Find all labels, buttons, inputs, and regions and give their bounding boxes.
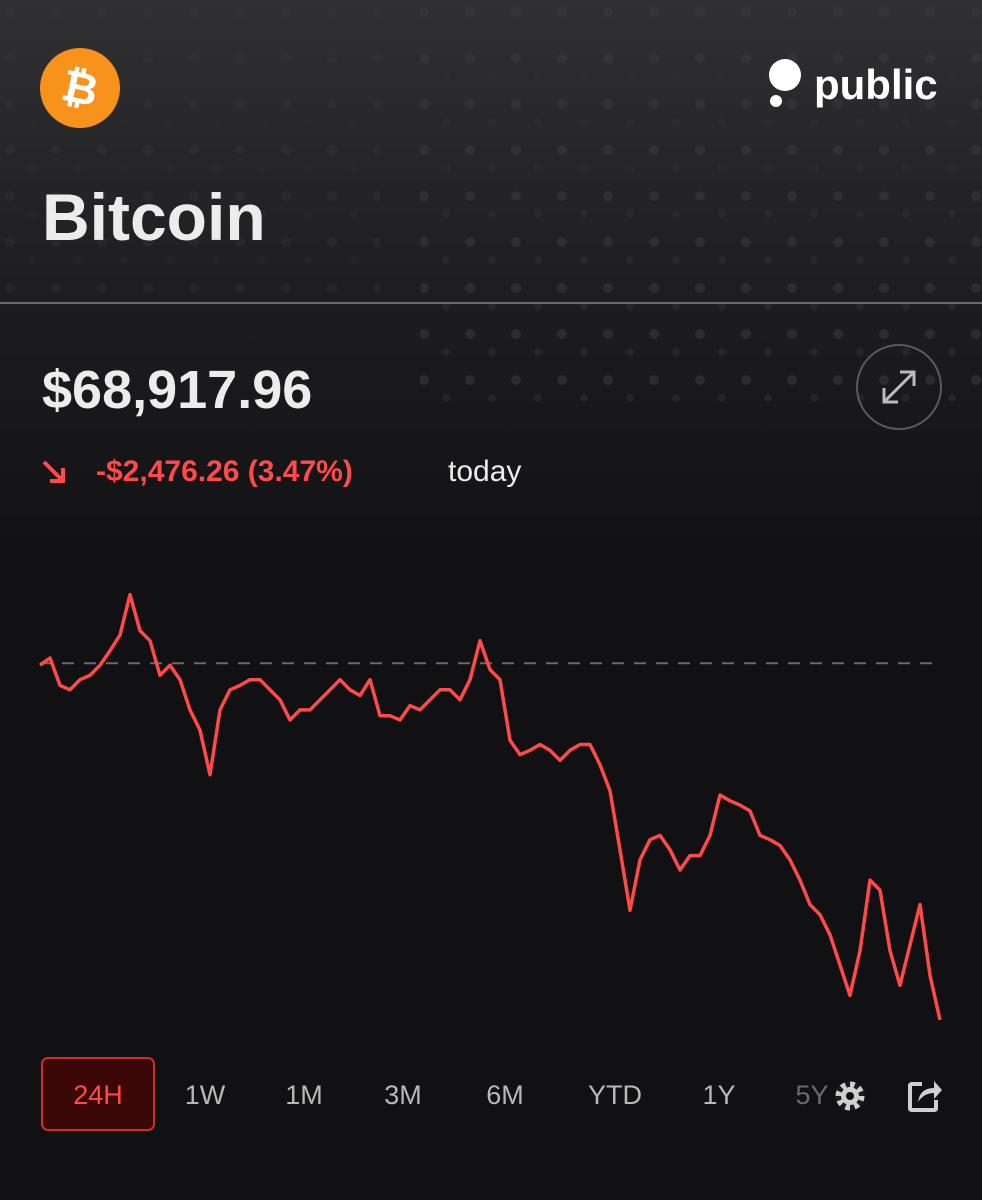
brand-logo-dot <box>770 95 782 107</box>
expand-icon[interactable] <box>882 370 916 404</box>
range-tab[interactable]: 1M <box>285 1080 323 1110</box>
asset-title: Bitcoin <box>42 180 266 254</box>
circuit-pattern <box>420 0 982 420</box>
down-arrow <box>42 460 65 483</box>
price-line <box>38 592 942 1021</box>
price-change: -$2,476.26 (3.47%) <box>96 455 353 488</box>
range-tabs: 24H 1W 1M 3M 6M YTD 1Y 5Y <box>41 1057 829 1131</box>
range-tab[interactable]: 24H <box>73 1080 123 1110</box>
range-tab[interactable]: 1W <box>185 1080 226 1110</box>
expand-circle[interactable] <box>856 344 942 430</box>
coin-icon <box>40 48 120 128</box>
share-button[interactable] <box>908 1081 942 1112</box>
settings-button[interactable] <box>835 1081 865 1111</box>
brand-name: public <box>814 61 938 108</box>
range-tab[interactable]: YTD <box>588 1080 642 1110</box>
share-box[interactable] <box>908 1082 938 1112</box>
range-tab[interactable]: 6M <box>486 1080 524 1110</box>
gear-hole[interactable] <box>846 1092 854 1100</box>
share-arrow[interactable] <box>918 1081 942 1102</box>
brand-logo-dot <box>769 59 801 91</box>
price: $68,917.96 <box>42 360 312 420</box>
range-tab[interactable]: 3M <box>384 1080 422 1110</box>
price-chart <box>38 592 942 1021</box>
selected-tab-background[interactable] <box>41 1057 155 1131</box>
circuit-pattern <box>0 0 380 300</box>
expand-button[interactable] <box>856 344 942 430</box>
range-tab[interactable]: 1Y <box>702 1080 735 1110</box>
gear-teeth[interactable] <box>835 1081 865 1111</box>
range-tab[interactable]: 5Y <box>795 1080 828 1110</box>
change-period: today <box>448 455 521 488</box>
